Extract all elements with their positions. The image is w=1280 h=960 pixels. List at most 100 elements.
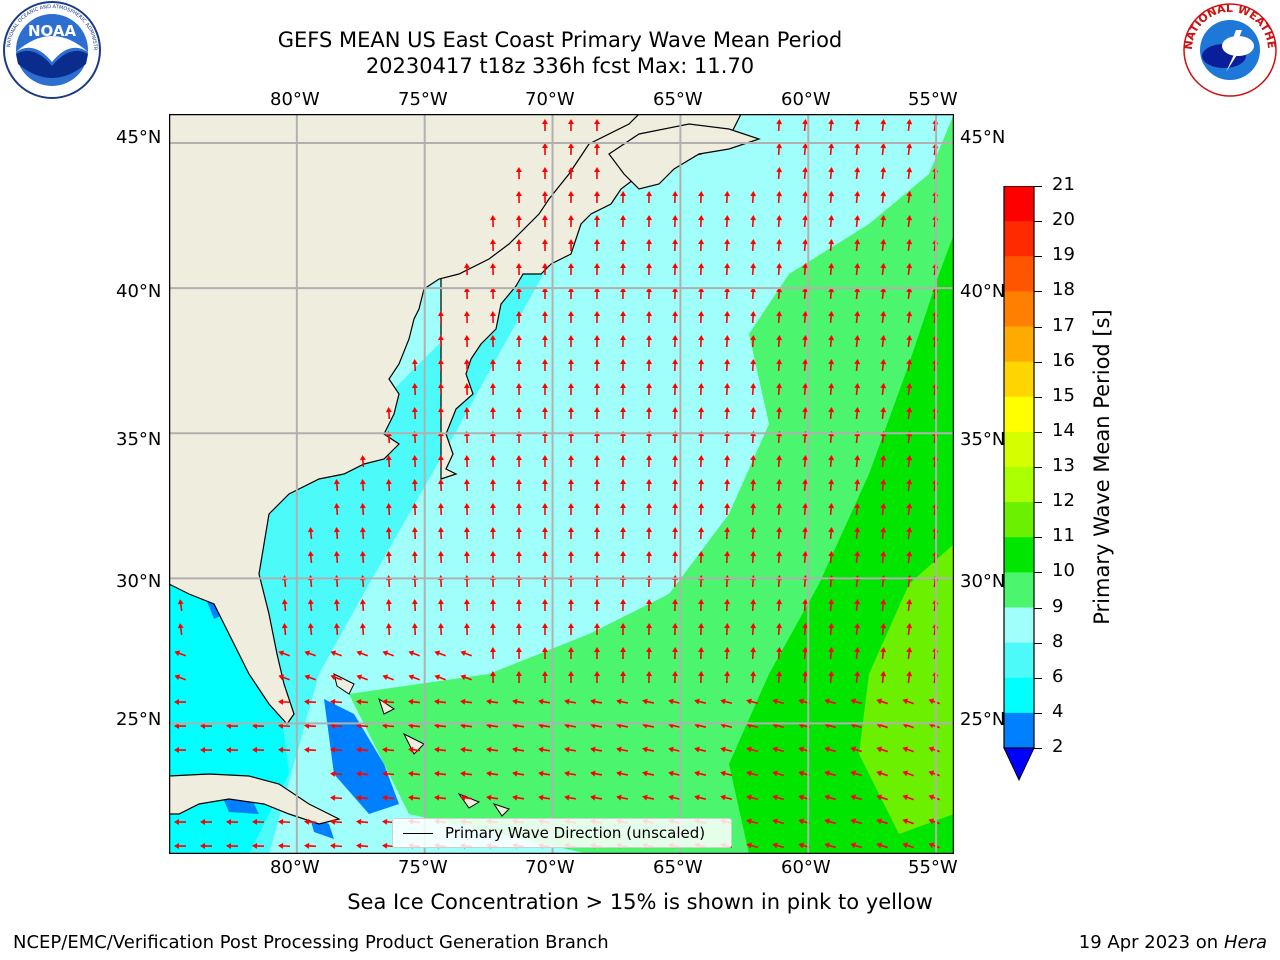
wave-arrow — [698, 599, 705, 612]
wave-arrow — [776, 359, 783, 372]
wave-arrow — [620, 647, 627, 660]
wave-arrow — [802, 119, 809, 132]
wave-arrow — [750, 551, 757, 564]
wave-arrow — [594, 119, 601, 132]
wave-arrow — [330, 770, 343, 777]
wave-arrow — [906, 287, 913, 300]
wave-arrow — [304, 746, 317, 753]
colorbar-tick-mark — [1034, 748, 1042, 749]
wave-arrow — [568, 239, 575, 252]
wave-arrow — [541, 623, 548, 636]
land-us-southeast — [169, 114, 640, 725]
wave-arrow — [515, 263, 522, 276]
wave-arrow — [828, 527, 835, 540]
wave-arrow — [698, 191, 705, 204]
wave-arrow — [776, 311, 783, 324]
wave-arrow — [281, 599, 288, 612]
wave-arrow — [672, 215, 679, 228]
wave-arrow — [174, 746, 187, 753]
wave-arrow — [854, 239, 861, 252]
colorbar-tick-label: 11 — [1052, 525, 1075, 547]
colorbar-tick-mark — [1034, 537, 1042, 539]
wave-arrow — [489, 215, 496, 228]
wave-arrow — [411, 503, 418, 516]
wave-arrow — [512, 746, 525, 753]
wave-arrow — [750, 671, 757, 684]
wave-arrow — [541, 359, 548, 372]
wave-arrow — [672, 383, 679, 396]
wave-arrow — [408, 674, 420, 681]
wave-arrow — [333, 599, 340, 612]
wave-arrow — [906, 671, 913, 684]
wave-arrow — [385, 503, 392, 516]
wave-arrow — [854, 335, 861, 348]
wave-arrow — [668, 746, 681, 753]
wave-arrow — [356, 842, 369, 849]
wave-arrow — [642, 698, 655, 705]
wave-arrow — [694, 698, 707, 705]
wave-arrow — [694, 794, 707, 801]
wave-arrow — [928, 818, 940, 825]
wave-arrow — [359, 455, 366, 468]
lat-tick-left-40: 40°N — [116, 281, 162, 302]
wave-arrow — [880, 239, 887, 252]
wave-arrow — [750, 623, 757, 636]
colorbar-tick-label: 21 — [1052, 174, 1075, 195]
wave-arrow — [437, 527, 444, 540]
wave-arrow — [854, 647, 861, 660]
wave-arrow — [694, 770, 707, 777]
wave-arrow — [463, 623, 470, 636]
colorbar-tick-label: 6 — [1052, 665, 1064, 687]
wave-arrow — [854, 167, 861, 180]
wave-arrow — [382, 698, 395, 705]
wave-arrow — [906, 647, 913, 660]
wave-arrow — [594, 407, 601, 420]
wave-arrow — [672, 335, 679, 348]
wave-arrow — [776, 551, 783, 564]
wave-arrow — [776, 479, 783, 492]
wave-arrow — [698, 455, 705, 468]
wave-arrow — [646, 239, 653, 252]
wave-arrow — [642, 794, 655, 801]
colorbar-tick-label: 13 — [1052, 455, 1075, 476]
wave-arrow — [802, 623, 809, 636]
footer-branch: NCEP/EMC/Verification Post Processing Pr… — [13, 932, 609, 953]
wave-arrow — [538, 698, 551, 705]
wave-arrow — [411, 359, 418, 372]
wave-arrow — [928, 794, 940, 801]
wave-arrow — [434, 794, 447, 801]
wave-arrow — [568, 311, 575, 324]
wave-arrow — [489, 455, 496, 468]
wave-arrow — [434, 770, 447, 777]
wave-arrow — [902, 770, 914, 777]
wave-arrow — [672, 407, 679, 420]
wave-arrow — [568, 551, 575, 564]
wave-arrow — [698, 503, 705, 516]
wave-arrow — [772, 770, 785, 777]
wave-arrow — [828, 671, 835, 684]
wave-arrow — [928, 842, 940, 849]
wave-arrow — [434, 746, 447, 753]
wave-arrow — [515, 383, 522, 396]
wave-arrow — [568, 167, 575, 180]
wave-arrow — [828, 311, 835, 324]
wave-arrow — [854, 311, 861, 324]
wave-arrow — [278, 650, 290, 657]
wave-arrow — [698, 479, 705, 492]
colorbar-segment — [1004, 291, 1034, 327]
wave-arrow — [200, 842, 213, 849]
wave-arrow — [850, 794, 863, 801]
wave-arrow — [880, 527, 887, 540]
wave-arrow — [776, 503, 783, 516]
colorbar-tick-mark — [1034, 607, 1042, 609]
wave-arrow — [541, 551, 548, 564]
wave-arrow — [750, 311, 757, 324]
wave-arrow — [672, 359, 679, 372]
wave-arrow — [776, 599, 783, 612]
wave-arrow — [304, 650, 316, 657]
colorbar-segment — [1004, 572, 1034, 608]
lat-tick-right-35: 35°N — [960, 429, 1006, 450]
wave-arrow — [906, 239, 913, 252]
wave-arrow — [411, 551, 418, 564]
wave-arrow — [486, 770, 499, 777]
